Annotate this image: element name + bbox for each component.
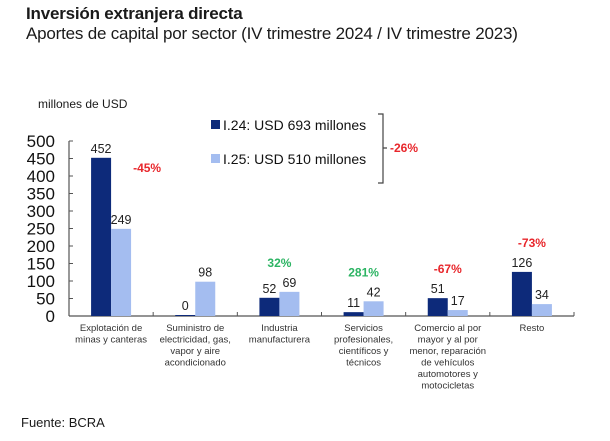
- value-label: 42: [367, 285, 381, 299]
- category-label: Explotación de minas y canteras: [75, 323, 147, 346]
- value-label: 98: [198, 266, 212, 280]
- change-label: -45%: [133, 161, 161, 175]
- chart-subtitle: Aportes de capital por sector (IV trimes…: [26, 24, 518, 43]
- bar-i25: [195, 281, 216, 316]
- category-label-line: minas y canteras: [75, 335, 147, 346]
- value-label: 17: [451, 294, 465, 308]
- category-label-line: automotores y: [418, 369, 478, 380]
- category-label: Suministro de electricidad, gas, vapor y a…: [160, 323, 231, 369]
- category-label-line: Industria: [261, 323, 298, 334]
- category-label-line: técnicos: [346, 358, 381, 369]
- value-label: 69: [282, 276, 296, 290]
- category-label-line: menor, reparación: [409, 346, 486, 357]
- bar-i24: [259, 297, 280, 316]
- bar-i24: [511, 271, 532, 316]
- value-label: 34: [535, 288, 549, 302]
- y-tick-label: 400: [27, 167, 55, 186]
- category-label-line: acondicionado: [165, 358, 226, 369]
- category-label-line: Servicios: [344, 323, 383, 334]
- labels: 452 249 -45% Explotación de minas y canteras…: [75, 142, 549, 392]
- bar-i24: [175, 315, 196, 316]
- bar-i25: [363, 301, 384, 316]
- change-label: -73%: [518, 236, 546, 250]
- category-label-line: electricidad, gas,: [160, 335, 231, 346]
- y-tick-label: 300: [27, 202, 55, 221]
- change-label: 32%: [267, 256, 291, 270]
- category-label: Servicios profesionales, científicos y técn…: [334, 323, 393, 369]
- category-label-line: vapor y aire: [170, 346, 220, 357]
- chart-title: Inversión extranjera directa: [26, 4, 243, 23]
- y-tick-label: 250: [27, 220, 55, 239]
- category-label-line: Resto: [520, 323, 545, 334]
- bar-i24: [427, 298, 448, 316]
- category-label-line: motocicletas: [421, 381, 474, 392]
- source-note: Fuente: BCRA: [21, 415, 105, 430]
- change-label: -67%: [434, 262, 462, 276]
- legend: I.24: USD 693 millones I.25: USD 510 mill…: [211, 113, 418, 184]
- bar-i25: [531, 304, 552, 316]
- bar-i25: [279, 291, 300, 316]
- total-bracket: [378, 113, 387, 184]
- category-label: Comercio al por mayor y al por menor, repa…: [409, 323, 486, 392]
- category-label-line: manufacturera: [249, 335, 311, 346]
- legend-swatch-i25: [211, 154, 220, 163]
- category-label: Resto: [520, 323, 545, 334]
- value-label: 11: [347, 296, 360, 310]
- category-label: Industria manufacturera: [249, 323, 311, 346]
- y-tick-label: 500: [27, 132, 55, 151]
- value-label: 0: [182, 299, 189, 313]
- y-tick-label: 350: [27, 185, 55, 204]
- value-label: 452: [91, 142, 112, 156]
- category-label-line: mayor y al por: [418, 335, 478, 346]
- y-tick-label: 200: [27, 237, 55, 256]
- category-label-line: Comercio al por: [414, 323, 481, 334]
- bar-i24: [343, 312, 364, 316]
- y-axis-unit-label: millones de USD: [38, 97, 128, 111]
- y-tick-label: 100: [27, 272, 55, 291]
- legend-swatch-i24: [211, 120, 220, 129]
- value-label: 52: [262, 282, 276, 296]
- change-label: 281%: [348, 265, 379, 279]
- category-label-line: profesionales,: [334, 335, 393, 346]
- bar-i24: [91, 157, 112, 316]
- legend-label: I.25: USD 510 millones: [223, 151, 366, 167]
- y-tick-label: 50: [36, 290, 55, 309]
- legend-label: I.24: USD 693 millones: [223, 117, 366, 133]
- value-label: 126: [511, 256, 532, 270]
- bars: [91, 157, 552, 316]
- y-tick-label: 450: [27, 150, 55, 169]
- y-tick-label: 150: [27, 255, 55, 274]
- bar-i25: [447, 310, 468, 316]
- category-label-line: Suministro de: [166, 323, 224, 334]
- category-label-line: Explotación de: [80, 323, 142, 334]
- value-label: 51: [431, 282, 445, 296]
- bar-i25: [111, 228, 132, 316]
- value-label: 249: [111, 213, 132, 227]
- category-label-line: de vehículos: [421, 358, 475, 369]
- total-change-label: -26%: [390, 141, 418, 155]
- y-tick-label: 0: [46, 307, 55, 326]
- category-label-line: científicos y: [339, 346, 389, 357]
